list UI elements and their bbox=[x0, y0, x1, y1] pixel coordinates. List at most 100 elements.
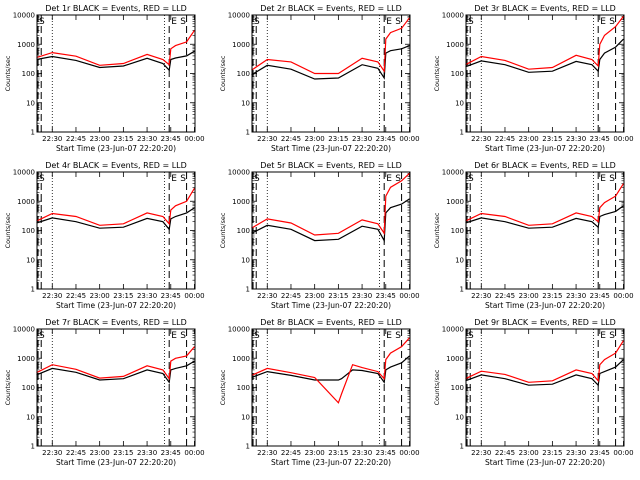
x-tick-label: 23:45 bbox=[161, 449, 181, 457]
event-marker-label: S bbox=[180, 331, 186, 341]
plot-frame bbox=[36, 171, 196, 290]
x-tick-label: 23:45 bbox=[376, 449, 396, 457]
y-tick-label: 1000 bbox=[232, 355, 250, 363]
x-axis-label: Start Time (23-Jun-07 22:20:20) bbox=[271, 458, 391, 467]
y-tick-label: 1 bbox=[246, 443, 250, 451]
panel-8: Det 8r BLACK = Events, RED = LLD Counts/s… bbox=[219, 318, 420, 467]
plot-frame bbox=[251, 328, 411, 447]
series-line-black bbox=[251, 198, 410, 243]
y-tick-label: 1 bbox=[246, 129, 250, 137]
event-marker-label: E bbox=[600, 331, 606, 341]
series-line-black bbox=[465, 359, 624, 387]
x-tick-label: 22:30 bbox=[257, 449, 277, 457]
event-marker-label: S bbox=[609, 17, 615, 27]
y-tick-label: 1 bbox=[246, 286, 250, 294]
x-tick-label: 23:45 bbox=[161, 292, 181, 300]
series-line-red bbox=[251, 172, 410, 236]
x-axis-label: Start Time (23-Jun-07 22:20:20) bbox=[485, 144, 605, 153]
event-marker-label: S bbox=[395, 174, 401, 184]
plot-frame bbox=[465, 171, 625, 290]
y-tick-label: 1 bbox=[31, 443, 35, 451]
x-axis-label: Start Time (23-Jun-07 22:20:20) bbox=[271, 301, 391, 310]
y-tick-label: 100 bbox=[451, 227, 464, 235]
y-tick-label: 10 bbox=[455, 413, 464, 421]
x-axis-label: Start Time (23-Jun-07 22:20:20) bbox=[56, 458, 176, 467]
x-tick-label: 22:45 bbox=[281, 135, 301, 143]
series-line-red bbox=[465, 183, 625, 226]
event-marker-label: S bbox=[468, 331, 474, 341]
panel-1: Det 1r BLACK = Events, RED = LLD Counts/s… bbox=[4, 4, 205, 153]
x-axis-label: Start Time (23-Jun-07 22:20:20) bbox=[271, 144, 391, 153]
x-tick-label: 22:45 bbox=[281, 292, 301, 300]
event-marker-label: E bbox=[171, 174, 177, 184]
x-tick-label: 22:30 bbox=[257, 135, 277, 143]
x-tick-label: 00:00 bbox=[184, 449, 204, 457]
y-tick-label: 1 bbox=[460, 129, 464, 137]
x-axis-label: Start Time (23-Jun-07 22:20:20) bbox=[56, 301, 176, 310]
event-marker-label: S bbox=[254, 17, 260, 27]
y-axis-label: Counts/sec bbox=[433, 212, 441, 248]
series-line-red bbox=[36, 187, 196, 226]
series-line-black bbox=[251, 45, 410, 80]
x-tick-label: 23:30 bbox=[352, 135, 372, 143]
y-axis-label: Counts/sec bbox=[219, 369, 227, 405]
y-axis-label: Counts/sec bbox=[4, 369, 12, 405]
y-tick-label: 10000 bbox=[442, 12, 464, 20]
y-tick-label: 100 bbox=[451, 384, 464, 392]
y-tick-label: 10000 bbox=[228, 326, 250, 334]
series-line-black bbox=[465, 205, 624, 229]
y-tick-label: 10000 bbox=[442, 326, 464, 334]
panel-title: Det 4r BLACK = Events, RED = LLD bbox=[45, 161, 187, 170]
panel-title: Det 6r BLACK = Events, RED = LLD bbox=[474, 161, 616, 170]
x-tick-label: 23:45 bbox=[590, 292, 610, 300]
y-tick-label: 100 bbox=[22, 384, 35, 392]
y-axis-label: Counts/sec bbox=[4, 212, 12, 248]
y-tick-label: 1000 bbox=[446, 355, 464, 363]
x-tick-label: 22:30 bbox=[471, 135, 491, 143]
y-axis-label: Counts/sec bbox=[4, 55, 12, 91]
plot-frame bbox=[36, 14, 196, 133]
panel-2: Det 2r BLACK = Events, RED = LLD Counts/s… bbox=[219, 4, 420, 153]
event-marker-label: E bbox=[386, 17, 392, 27]
y-tick-label: 10000 bbox=[13, 169, 35, 177]
event-marker-label: S bbox=[39, 331, 45, 341]
y-tick-label: 10 bbox=[26, 99, 35, 107]
panel-5: Det 5r BLACK = Events, RED = LLD Counts/s… bbox=[219, 161, 420, 310]
series-line-red bbox=[465, 340, 625, 383]
x-tick-label: 23:00 bbox=[519, 449, 539, 457]
panel-3: Det 3r BLACK = Events, RED = LLD Counts/s… bbox=[433, 4, 634, 153]
event-marker-label: E bbox=[171, 17, 177, 27]
series-line-black bbox=[36, 207, 195, 231]
x-tick-label: 23:15 bbox=[328, 135, 348, 143]
x-tick-label: 22:30 bbox=[42, 292, 62, 300]
panel-4: Det 4r BLACK = Events, RED = LLD Counts/s… bbox=[4, 161, 205, 310]
event-marker-label: E bbox=[386, 174, 392, 184]
y-tick-label: 10 bbox=[241, 99, 250, 107]
x-tick-label: 23:30 bbox=[566, 449, 586, 457]
x-tick-label: 22:45 bbox=[495, 449, 515, 457]
series-line-black bbox=[36, 360, 195, 384]
panel-7: Det 7r BLACK = Events, RED = LLD Counts/s… bbox=[4, 318, 205, 467]
y-tick-label: 1 bbox=[460, 286, 464, 294]
x-tick-label: 00:00 bbox=[399, 292, 419, 300]
x-tick-label: 23:45 bbox=[161, 135, 181, 143]
x-tick-label: 00:00 bbox=[613, 292, 633, 300]
x-tick-label: 23:00 bbox=[305, 292, 325, 300]
y-tick-label: 1000 bbox=[17, 41, 35, 49]
x-tick-label: 23:00 bbox=[305, 135, 325, 143]
event-marker-label: S bbox=[468, 17, 474, 27]
y-tick-label: 10000 bbox=[228, 12, 250, 20]
x-tick-label: 22:45 bbox=[495, 292, 515, 300]
plot-frame bbox=[251, 14, 411, 133]
y-tick-label: 10 bbox=[241, 413, 250, 421]
x-tick-label: 23:15 bbox=[113, 135, 133, 143]
panel-9: Det 9r BLACK = Events, RED = LLD Counts/s… bbox=[433, 318, 634, 467]
x-axis-label: Start Time (23-Jun-07 22:20:20) bbox=[485, 458, 605, 467]
x-tick-label: 22:30 bbox=[471, 449, 491, 457]
x-tick-label: 22:30 bbox=[42, 449, 62, 457]
x-axis-label: Start Time (23-Jun-07 22:20:20) bbox=[485, 301, 605, 310]
panel-title: Det 9r BLACK = Events, RED = LLD bbox=[474, 318, 616, 327]
x-tick-label: 23:15 bbox=[542, 449, 562, 457]
x-tick-label: 23:30 bbox=[137, 135, 157, 143]
y-tick-label: 1 bbox=[31, 286, 35, 294]
